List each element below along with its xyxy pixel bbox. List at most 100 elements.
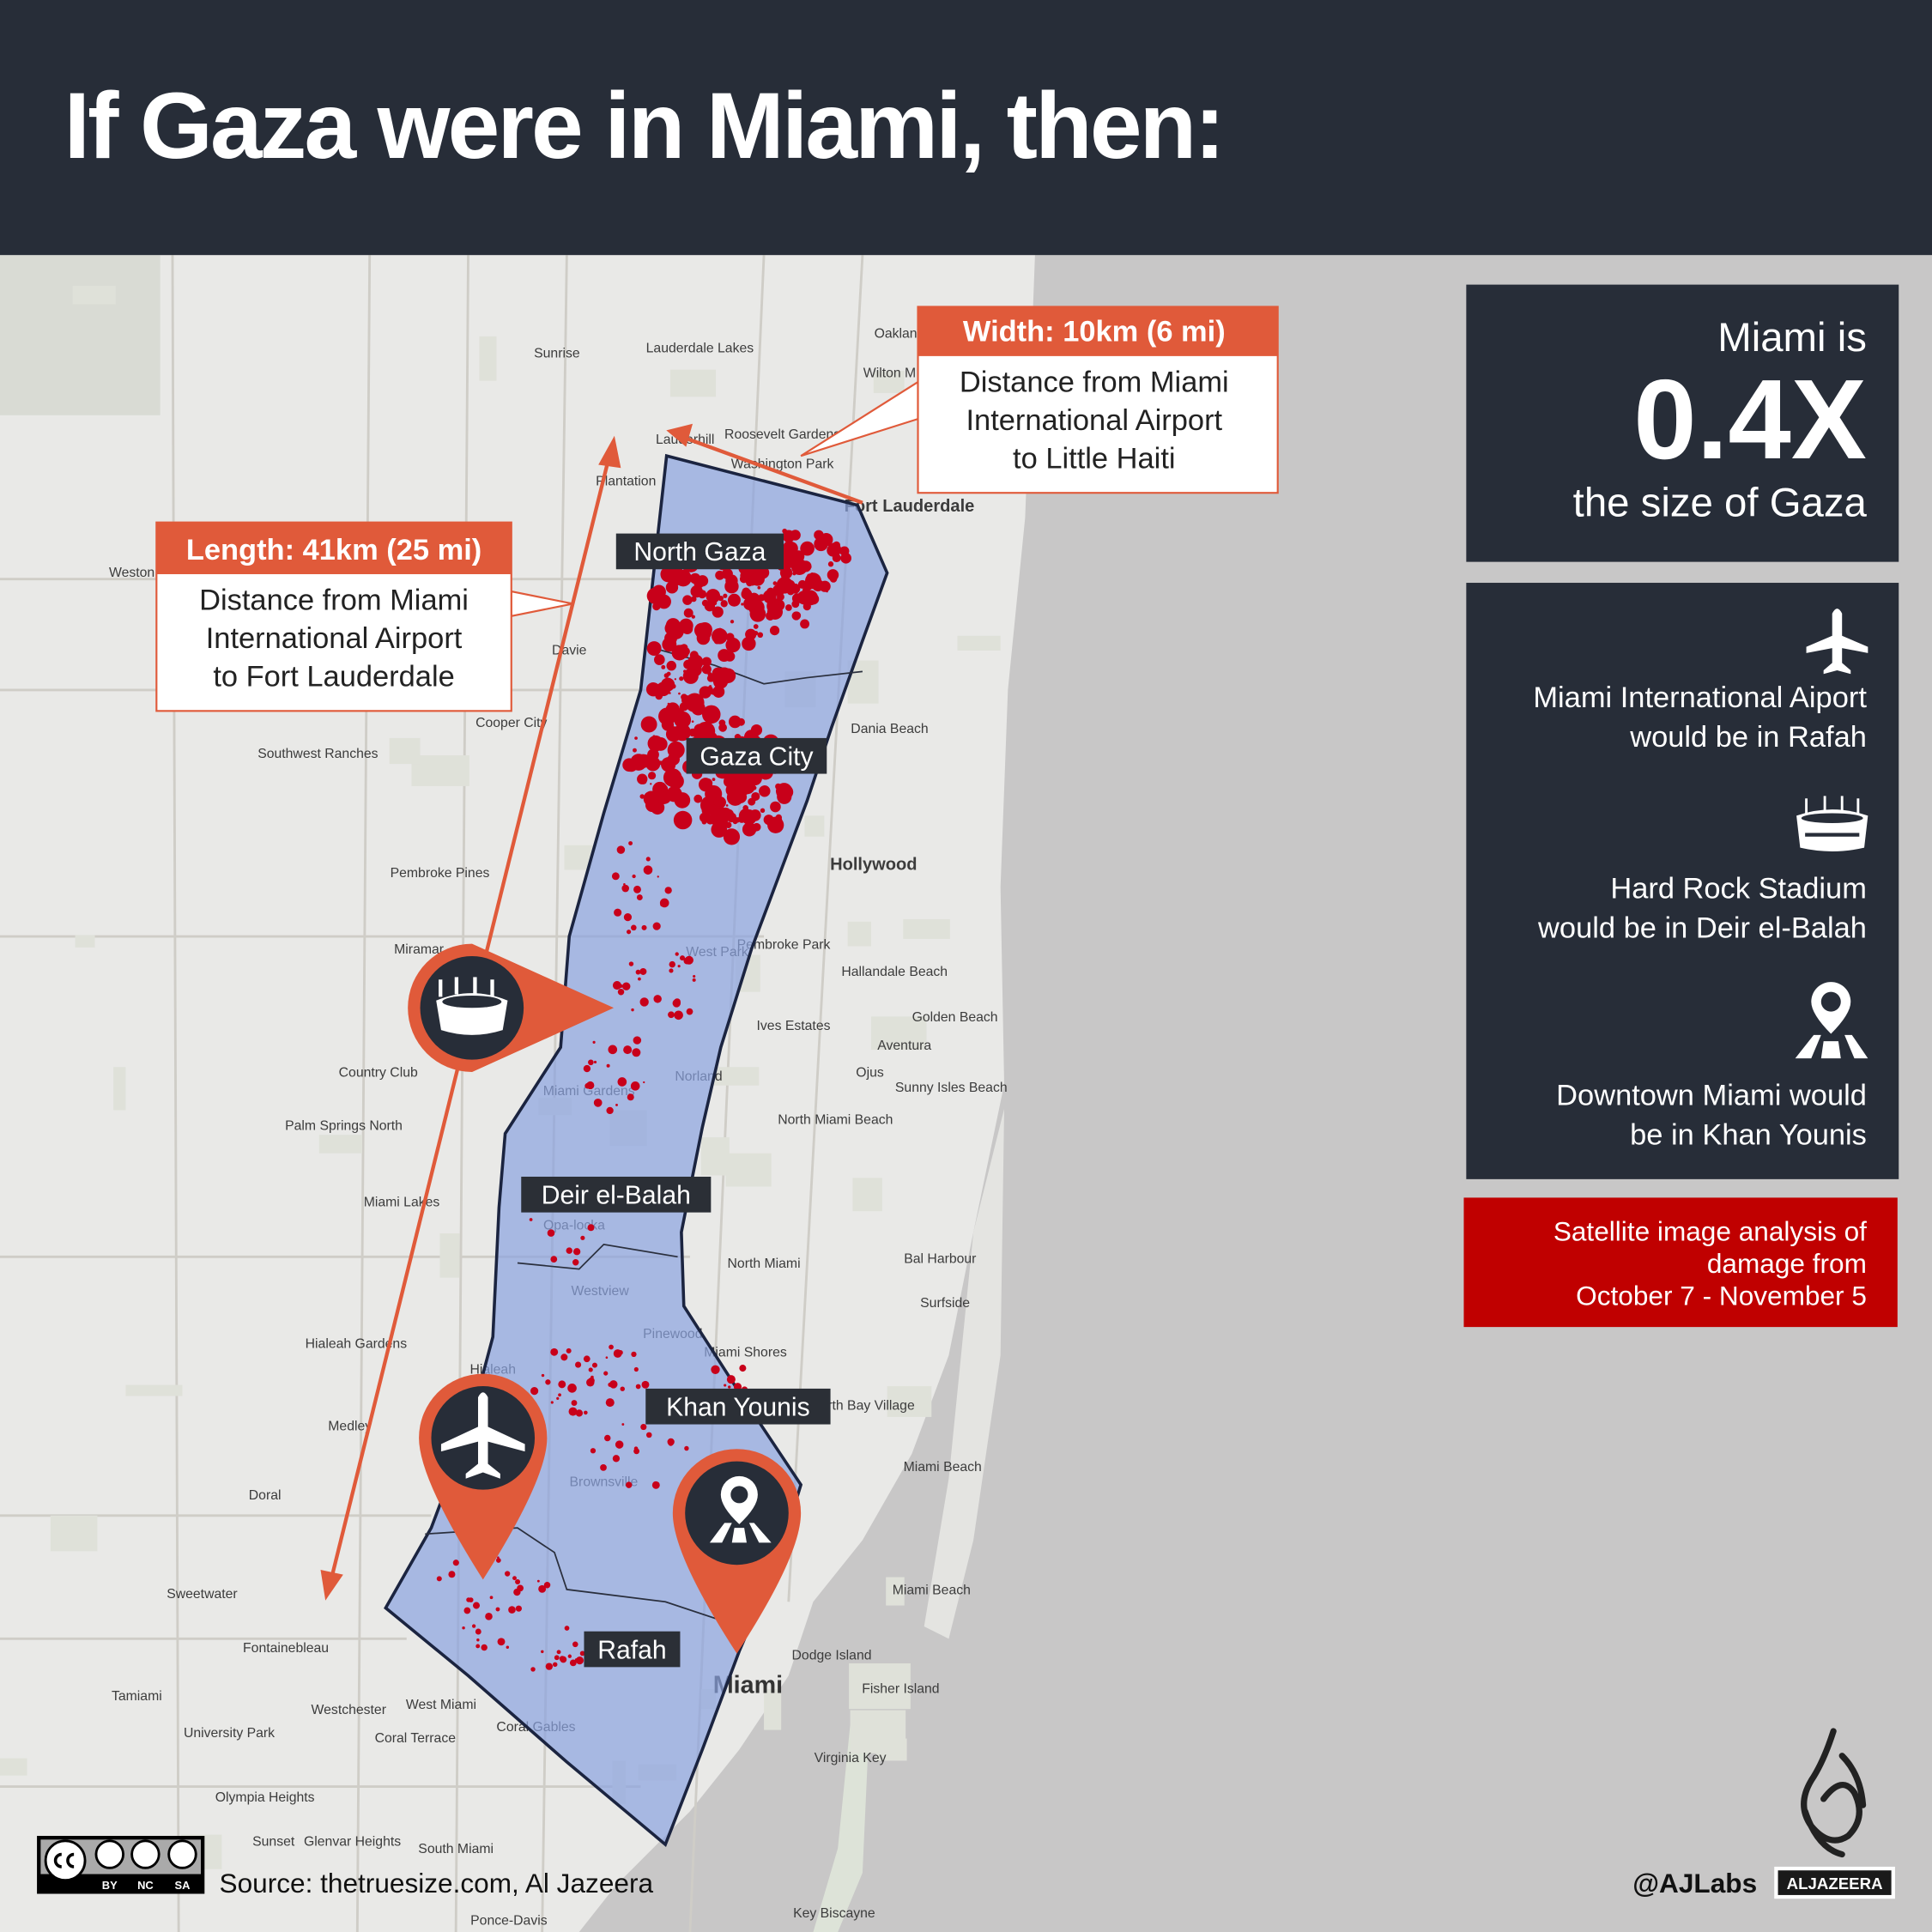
damage-marker (772, 581, 778, 585)
damage-marker (550, 1256, 558, 1263)
map-label: Aventura (877, 1039, 931, 1053)
map-label: Miami Lakes (364, 1195, 440, 1209)
damage-marker (726, 1375, 736, 1384)
damage-marker (661, 718, 675, 731)
airplane-pin[interactable] (419, 1373, 548, 1580)
damage-marker (752, 822, 761, 832)
damage-marker (733, 720, 736, 723)
damage-marker (452, 1560, 459, 1566)
damage-marker (674, 678, 676, 681)
damage-marker (558, 1393, 561, 1397)
block (72, 286, 116, 305)
landmark-text: would be in Rafah (1629, 721, 1867, 754)
map-label: Hollywood (830, 856, 918, 875)
damage-marker (640, 716, 657, 733)
damage-marker (636, 894, 643, 900)
damage-marker (495, 1558, 501, 1563)
damage-marker (634, 736, 638, 740)
damage-marker (505, 1571, 511, 1577)
damage-marker (725, 637, 741, 653)
damage-marker (512, 1576, 517, 1581)
damage-marker (571, 1400, 578, 1407)
damage-marker (645, 1432, 652, 1438)
damage-marker (757, 632, 764, 639)
social-handle[interactable]: @AJLabs (1632, 1868, 1757, 1899)
noncommercial-icon (130, 1839, 160, 1869)
damage-marker (713, 638, 720, 645)
damage-marker (603, 1371, 609, 1376)
damage-marker (462, 1626, 465, 1630)
license-term: BY (102, 1879, 118, 1892)
damage-marker (572, 1641, 578, 1648)
damage-marker (632, 1048, 641, 1057)
block (411, 755, 469, 786)
block (847, 921, 871, 947)
block (850, 1710, 906, 1753)
map-label: West Miami (406, 1698, 476, 1712)
map-label: Sunny Isles Beach (895, 1081, 1008, 1095)
damage-marker (556, 1650, 561, 1655)
damage-marker (572, 1248, 581, 1256)
damage-marker (675, 952, 679, 956)
map-label: Davie (552, 643, 587, 657)
region-label-gaza-city: Gaza City (686, 737, 827, 774)
damage-marker (696, 575, 709, 587)
damage-marker (647, 748, 659, 761)
damage-marker (666, 660, 676, 671)
damage-marker (759, 785, 771, 797)
map-label: Southwest Ranches (257, 747, 378, 761)
block (873, 371, 905, 393)
map-label: Roosevelt Gardens (724, 427, 840, 442)
damage-marker (713, 798, 720, 805)
sharealike-icon (167, 1839, 197, 1869)
damage-marker (632, 874, 636, 879)
attribution-icon (94, 1839, 124, 1869)
damage-marker (550, 1348, 559, 1356)
aljazeera-logo: ALJAZEERA (1774, 1728, 1895, 1899)
block (957, 635, 1001, 651)
stadium-pin[interactable] (408, 943, 614, 1072)
damage-marker (792, 572, 796, 576)
damage-marker (797, 579, 807, 589)
map-label: North Miami Beach (778, 1112, 893, 1127)
landmark-text: Hard Rock Stadium (1610, 873, 1867, 905)
damage-marker (674, 711, 692, 729)
damage-marker (731, 834, 737, 840)
region-name: Gaza City (700, 742, 813, 771)
damage-marker (611, 872, 620, 881)
damage-marker (790, 530, 801, 541)
damage-marker (740, 570, 751, 581)
damage-marker (635, 1384, 641, 1390)
damage-marker (724, 1384, 727, 1387)
damage-marker (785, 604, 792, 611)
cc-license-badge[interactable]: BY NC SA (37, 1836, 205, 1894)
damage-marker (712, 674, 729, 689)
damage-marker (627, 1093, 634, 1101)
block (113, 1067, 126, 1111)
damage-marker (506, 1645, 510, 1649)
damage-marker (693, 974, 696, 978)
block (852, 1178, 882, 1212)
damage-marker (766, 611, 775, 621)
damage-marker (773, 584, 785, 596)
width-title: Width: 10km (6 mi) (963, 316, 1226, 348)
block (870, 1016, 927, 1051)
damage-marker (515, 1605, 522, 1612)
damage-marker (566, 1247, 572, 1254)
damage-marker (775, 783, 793, 800)
damage-marker (623, 1045, 633, 1055)
damage-marker (724, 809, 734, 819)
map-label: Fontainebleau (243, 1641, 329, 1656)
damage-marker (701, 657, 712, 667)
damage-marker (663, 673, 669, 679)
downtown-location-pin[interactable] (672, 1449, 802, 1654)
landmark-text: Miami International Aiport (1533, 681, 1867, 714)
damage-marker (752, 599, 754, 602)
damage-marker (680, 645, 683, 647)
damage-marker (802, 542, 809, 548)
map-label: Miami Beach (893, 1584, 971, 1598)
damage-marker (633, 748, 637, 753)
damage-marker (608, 1382, 613, 1387)
map-label: North Bay Village (810, 1398, 915, 1413)
damage-marker (618, 1349, 623, 1355)
